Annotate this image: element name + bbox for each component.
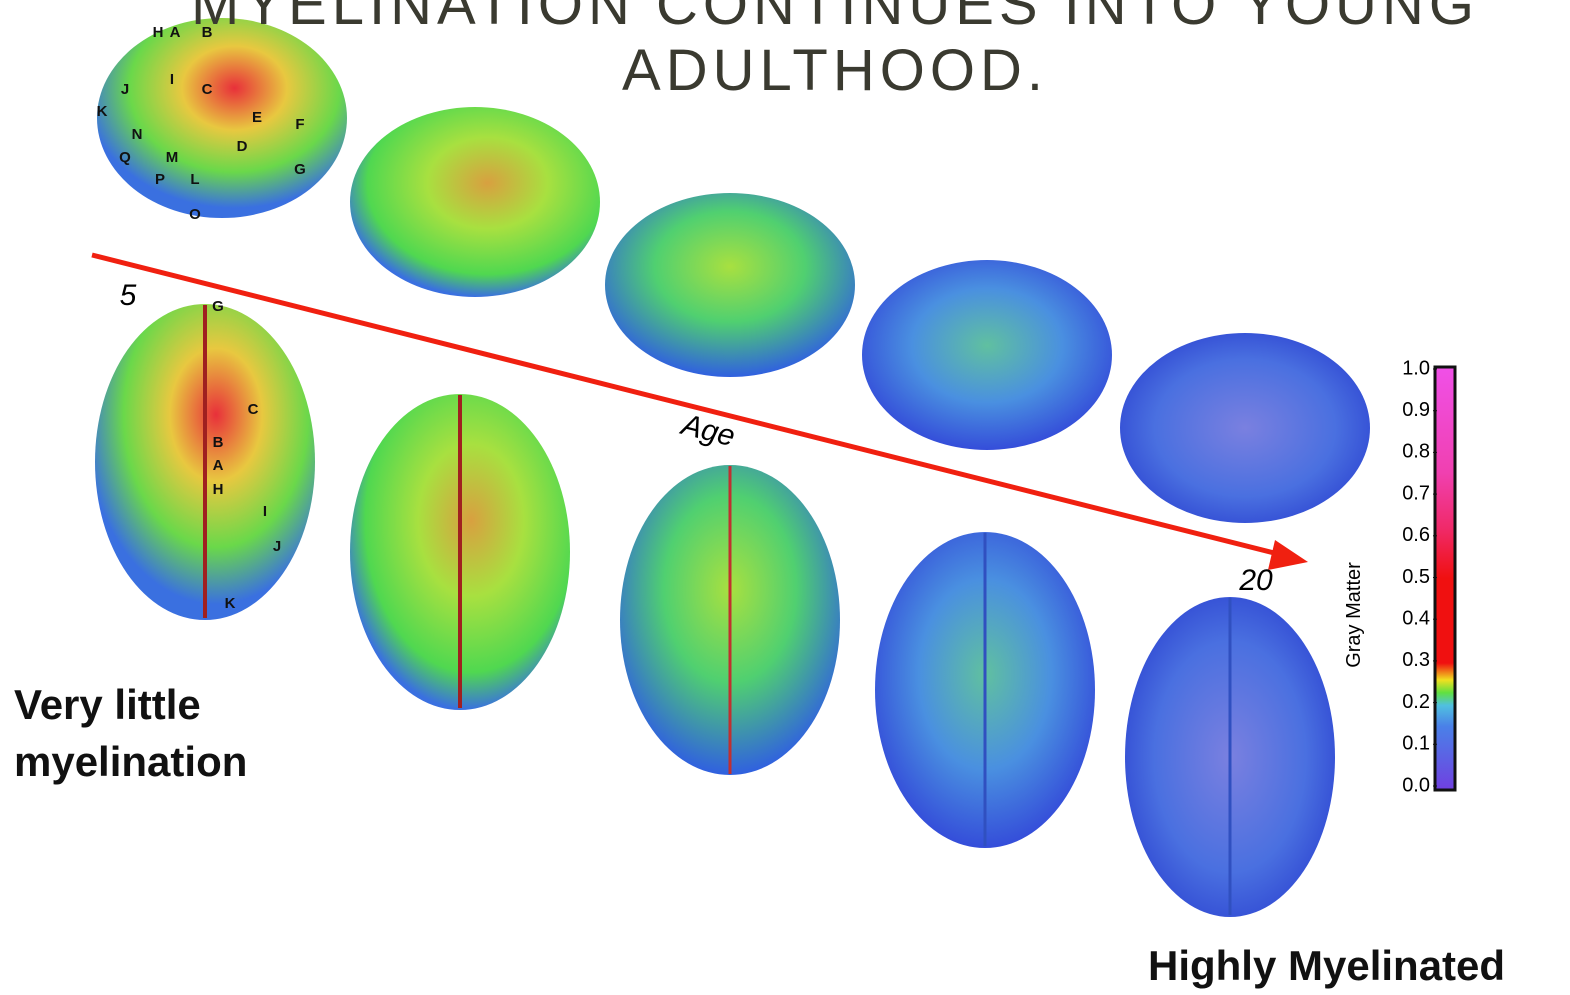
- arrow-head: [1268, 540, 1308, 570]
- region-label: G: [294, 161, 306, 178]
- region-label: B: [213, 434, 224, 451]
- region-label: N: [132, 126, 143, 143]
- colorbar-label: Gray Matter: [1343, 562, 1365, 668]
- colorbar-tick-label: 0.5: [1402, 566, 1430, 588]
- colorbar: Gray Matter 1.0 0.9 0.8 0.7 0.6 0.5 0.4 0.3 0.2 0…: [1343, 357, 1457, 796]
- colorbar-scale: [1433, 365, 1457, 792]
- region-label: C: [248, 401, 259, 418]
- arrow-shaft: [91, 252, 1283, 558]
- slide-title: MYELINATION CONTINUES INTO YOUNG ADULTHO…: [191, 0, 1479, 103]
- lateral-brains: [97, 18, 1370, 523]
- region-label: J: [121, 81, 129, 98]
- region-label: C: [202, 81, 213, 98]
- colorbar-tick-label: 0.9: [1402, 399, 1430, 421]
- colorbar-tick-label: 0.1: [1402, 733, 1430, 755]
- brain-lateral: [350, 107, 600, 297]
- brain-lateral: [97, 18, 347, 218]
- region-label: H: [153, 24, 164, 41]
- age-end: 20: [1238, 564, 1273, 597]
- region-label: I: [263, 503, 267, 520]
- dorsal-labels: G C B A H I J K: [212, 298, 281, 612]
- region-label: G: [212, 298, 224, 315]
- region-label: A: [213, 457, 224, 474]
- region-label: O: [189, 206, 201, 223]
- region-label: Q: [119, 149, 131, 166]
- brain-lateral: [862, 260, 1112, 450]
- colorbar-tick-label: 0.8: [1402, 441, 1430, 463]
- region-label: E: [252, 109, 262, 126]
- colorbar-tick-label: 0.4: [1402, 607, 1430, 629]
- right-caption: Highly Myelinated: [1148, 942, 1506, 989]
- colorbar-tick-label: 0.0: [1402, 774, 1430, 796]
- colorbar-tick-label: 0.3: [1402, 649, 1430, 671]
- left-caption: Very little myelination: [14, 681, 248, 785]
- region-label: P: [155, 171, 165, 188]
- dorsal-brains: [95, 304, 1335, 917]
- region-label: H: [213, 481, 224, 498]
- region-label: L: [190, 171, 199, 188]
- lateral-labels: H A B J I C K E F N D Q M G P L O: [97, 24, 306, 223]
- region-label: D: [237, 138, 248, 155]
- age-start: 5: [120, 279, 137, 312]
- brain-lateral: [605, 193, 855, 377]
- region-label: A: [170, 24, 181, 41]
- region-label: B: [202, 24, 213, 41]
- colorbar-tick-label: 0.2: [1402, 691, 1430, 713]
- colorbar-tick-label: 0.7: [1402, 482, 1430, 504]
- region-label: J: [273, 538, 281, 555]
- colorbar-tick-label: 1.0: [1402, 357, 1430, 379]
- region-label: K: [225, 595, 236, 612]
- region-label: F: [295, 116, 304, 133]
- region-label: K: [97, 103, 108, 120]
- region-label: M: [166, 149, 179, 166]
- region-label: I: [170, 71, 174, 88]
- colorbar-tick-label: 0.6: [1402, 524, 1430, 546]
- brain-lateral: [1120, 333, 1370, 523]
